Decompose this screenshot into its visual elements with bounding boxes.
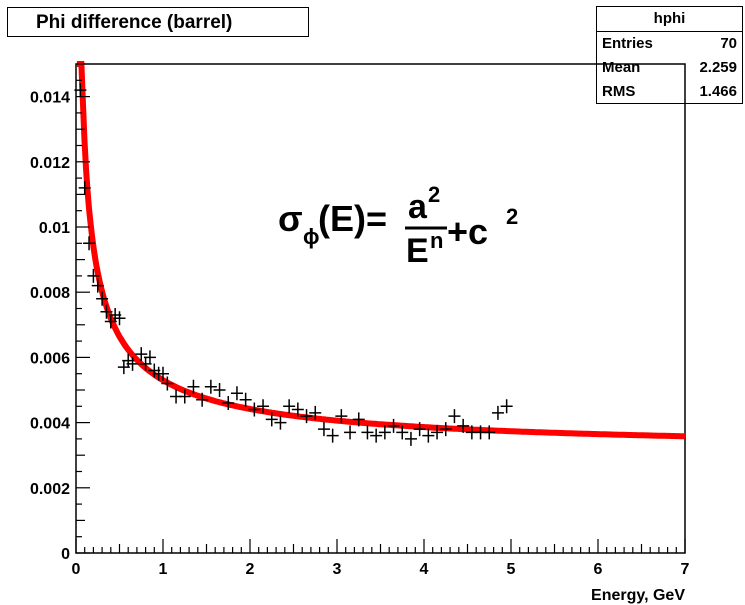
- data-point: [431, 425, 444, 440]
- data-point: [361, 425, 374, 440]
- data-point: [78, 180, 91, 195]
- stats-histogram-name: hphi: [597, 7, 742, 32]
- data-point: [204, 379, 217, 394]
- formula-numerator: a: [408, 188, 428, 226]
- data-point: [126, 356, 139, 371]
- data-point: [161, 376, 174, 391]
- data-point: [404, 431, 417, 446]
- x-tick-label: 4: [420, 561, 429, 578]
- data-point: [257, 399, 270, 414]
- formula-denominator-exp: n: [430, 228, 443, 253]
- data-point: [457, 418, 470, 433]
- data-point: [387, 418, 400, 433]
- data-point: [248, 402, 261, 417]
- data-point: [100, 304, 113, 319]
- data-point: [265, 412, 278, 427]
- x-tick-label: 2: [246, 561, 255, 578]
- formula-lhs: (E)=: [318, 198, 387, 239]
- x-axis-label: Energy, GeV: [591, 587, 685, 604]
- data-point: [483, 425, 496, 440]
- data-point: [300, 409, 313, 424]
- data-point: [396, 425, 409, 440]
- y-tick-label: 0.006: [30, 350, 70, 367]
- plot-frame: [75, 63, 686, 554]
- y-tick-label: 0.012: [30, 155, 70, 172]
- data-point: [500, 399, 513, 414]
- formula-tail: +c: [447, 211, 488, 252]
- y-tick-label: 0.004: [30, 416, 70, 433]
- stats-value: 70: [720, 35, 737, 52]
- data-point: [135, 347, 148, 362]
- data-point: [317, 422, 330, 437]
- y-tick-label: 0.008: [30, 285, 70, 302]
- stats-value: 2.259: [699, 59, 737, 76]
- data-point: [439, 422, 452, 437]
- data-point: [370, 428, 383, 443]
- data-point: [378, 425, 391, 440]
- data-point: [413, 422, 426, 437]
- x-tick-label: 5: [507, 561, 516, 578]
- formula-denominator: E: [406, 232, 429, 270]
- data-point: [344, 425, 357, 440]
- formula-numerator-exp: 2: [428, 182, 440, 207]
- data-point: [113, 311, 126, 326]
- data-point: [491, 405, 504, 420]
- y-tick-label: 0.002: [30, 481, 70, 498]
- x-tick-label: 0: [72, 561, 81, 578]
- data-point: [422, 428, 435, 443]
- data-point: [326, 428, 339, 443]
- data-point: [157, 366, 169, 381]
- stats-row-rms: RMS 1.466: [597, 80, 742, 104]
- x-tick-label: 6: [594, 561, 603, 578]
- data-point: [87, 268, 100, 283]
- data-point: [196, 392, 209, 407]
- data-point: [143, 350, 156, 365]
- data-point: [222, 396, 235, 411]
- stats-box: hphi Entries 70 Mean 2.259 RMS 1.466: [596, 6, 743, 104]
- data-point: [230, 386, 243, 401]
- x-tick-label: 7: [681, 561, 690, 578]
- data-point: [178, 389, 191, 404]
- data-point: [448, 409, 461, 424]
- data-point: [283, 399, 296, 414]
- stats-label: RMS: [602, 83, 636, 100]
- resolution-formula: σ ϕ (E)= a 2 E n +c 2: [278, 182, 518, 270]
- y-tick-label: 0: [61, 546, 70, 563]
- fit-curve: [76, 61, 686, 440]
- data-point: [91, 278, 104, 293]
- data-point: [309, 405, 322, 420]
- y-tick-label: 0.01: [39, 220, 70, 237]
- formula-subscript: ϕ: [303, 224, 320, 249]
- data-point: [74, 83, 87, 98]
- data-point: [83, 236, 96, 251]
- data-point: [187, 379, 200, 394]
- data-point: [335, 409, 348, 424]
- x-tick-label: 3: [333, 561, 342, 578]
- data-point: [239, 392, 252, 407]
- chart-title: Phi difference (barrel): [7, 7, 309, 37]
- stats-value: 1.466: [699, 83, 737, 100]
- data-point: [274, 415, 287, 430]
- data-point: [96, 291, 109, 306]
- stats-row-entries: Entries 70: [597, 32, 742, 56]
- y-tick-label: 0.014: [30, 90, 70, 107]
- stats-label: Entries: [602, 35, 653, 52]
- formula-tail-exp: 2: [506, 204, 518, 229]
- x-tick-label: 1: [159, 561, 168, 578]
- data-point: [291, 402, 304, 417]
- data-point: [352, 412, 365, 427]
- formula-sigma: σ: [278, 198, 303, 239]
- data-point: [213, 383, 226, 397]
